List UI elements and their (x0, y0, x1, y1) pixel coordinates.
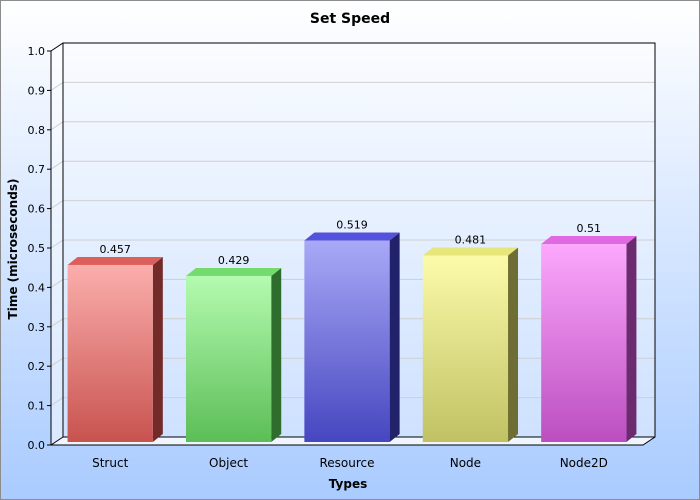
chart-title: Set Speed (310, 11, 390, 27)
grid-line-side (50, 81, 64, 91)
data-label: 0.51 (577, 222, 602, 235)
y-axis-title: Time (microseconds) (6, 179, 20, 320)
grid-line-side (50, 160, 64, 170)
y-tick-label: 0.9 (28, 84, 46, 97)
grid-line-side (50, 200, 64, 210)
y-tick-label: 1.0 (28, 45, 46, 58)
x-axis: Struct Object Resource Node Node2D (92, 456, 608, 470)
x-tick-label: Node2D (560, 456, 608, 470)
data-label: 0.519 (336, 219, 368, 232)
bar-front (304, 240, 390, 442)
y-tick-label: 0.1 (28, 400, 46, 413)
y-tick-label: 0.8 (28, 124, 46, 137)
y-tick-label: 0.5 (28, 242, 46, 255)
grid-line-side (50, 397, 64, 407)
y-axis: 0.0 0.1 0.2 0.3 0.4 0.5 0.6 0.7 0.8 0.9 1.0 (28, 45, 51, 452)
y-tick-label: 0.3 (28, 321, 46, 334)
bar-object: 0.429 (185, 254, 282, 442)
y-tick-label: 0.7 (28, 163, 46, 176)
bar-top (541, 236, 637, 245)
grid-line-side (50, 121, 64, 131)
bar-side (152, 256, 163, 442)
bar-front (185, 275, 272, 442)
y-tick-label: 0.6 (28, 203, 46, 216)
x-tick-label: Object (209, 456, 248, 470)
bar-side (271, 267, 282, 442)
x-tick-label: Resource (319, 456, 374, 470)
grid-line-side (50, 357, 64, 367)
y-tick-label: 0.2 (28, 360, 46, 373)
bar-front (541, 244, 627, 442)
x-tick-label: Node (450, 456, 481, 470)
bar-resource: 0.519 (304, 219, 400, 442)
bar-node2d: 0.51 (541, 222, 637, 442)
bar-top (422, 247, 519, 256)
bar-top (67, 256, 163, 265)
y-tick-label: 0.0 (28, 439, 46, 452)
floor-corner-line (50, 436, 64, 446)
data-label: 0.429 (218, 254, 250, 267)
grid-line-side (50, 239, 64, 249)
bar-side (626, 236, 637, 442)
bars: 0.457 0.429 0.519 0.481 0.51 (67, 219, 637, 442)
grid-line-side (50, 278, 64, 288)
bar-front (422, 255, 509, 442)
bar-struct: 0.457 (67, 243, 163, 442)
bar-top (185, 267, 282, 276)
bar-side (389, 232, 400, 442)
grid-line-side (50, 318, 64, 328)
data-label: 0.481 (455, 233, 487, 246)
bar-side (508, 247, 519, 442)
y-tick-label: 0.4 (28, 281, 46, 294)
x-axis-title: Types (329, 477, 367, 491)
bar-top (304, 232, 400, 241)
x-tick-label: Struct (92, 456, 128, 470)
bar-front (67, 264, 153, 442)
data-label: 0.457 (99, 243, 131, 256)
bar-node: 0.481 (422, 233, 519, 442)
